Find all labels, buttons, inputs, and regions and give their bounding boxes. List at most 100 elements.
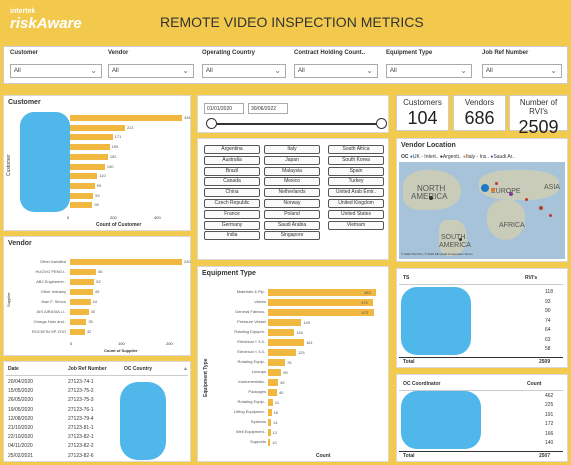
table-row-value[interactable]: 63	[545, 336, 551, 343]
contract-holding-dropdown[interactable]: All ⌄	[294, 64, 378, 78]
chart-bar[interactable]	[268, 419, 272, 426]
country-button[interactable]: India	[204, 231, 260, 241]
table-row-job-ref[interactable]: 27123-75-3	[68, 397, 94, 404]
country-button[interactable]: Saudi Arabia	[264, 220, 320, 230]
country-button[interactable]: Australia	[204, 155, 260, 165]
chart-bar[interactable]	[268, 399, 273, 406]
chart-bar[interactable]	[70, 192, 94, 199]
table-row-date[interactable]: 21/10/2020	[8, 425, 34, 431]
chart-bar[interactable]	[268, 359, 285, 366]
table-row-job-ref[interactable]: 27123-79-4	[68, 415, 94, 422]
map-bubble[interactable]	[549, 214, 552, 217]
equipment-type-dropdown[interactable]: All ⌄	[386, 64, 472, 78]
country-button[interactable]: Argentina	[204, 145, 260, 154]
country-button[interactable]: France	[204, 209, 260, 219]
operating-country-dropdown[interactable]: All ⌄	[202, 64, 286, 78]
table-row-job-ref[interactable]: 27123-76-1	[68, 406, 94, 413]
country-button[interactable]: United States	[328, 209, 384, 219]
table-row-date[interactable]: 19/05/2020	[8, 406, 34, 413]
table-row-value[interactable]: 74	[545, 317, 551, 324]
table-row-date[interactable]: 25/02/2021	[8, 452, 34, 459]
table-row-value[interactable]: 93	[545, 298, 551, 305]
chart-bar[interactable]	[70, 115, 183, 121]
country-button[interactable]: Malaysia	[264, 166, 320, 176]
chart-bar[interactable]	[268, 439, 271, 446]
customer-dropdown[interactable]: All ⌄	[10, 64, 102, 78]
map-bubble[interactable]	[509, 192, 513, 196]
map-bubble[interactable]	[525, 198, 528, 201]
map-bubble[interactable]	[481, 184, 489, 192]
country-button[interactable]: Germany	[204, 220, 260, 230]
table-row-job-ref[interactable]: 27123-82-2	[68, 443, 94, 450]
chart-bar[interactable]	[70, 182, 95, 189]
country-button[interactable]: South Africa	[328, 145, 384, 154]
chart-bar[interactable]	[70, 329, 85, 335]
chart-bar[interactable]	[70, 299, 91, 305]
table-row-value[interactable]: 191	[545, 411, 554, 418]
chart-bar[interactable]	[70, 259, 182, 265]
table-row-value[interactable]: 58	[545, 346, 551, 352]
country-button[interactable]: Canada	[204, 177, 260, 187]
table-row-job-ref[interactable]: 27123-81-1	[68, 425, 94, 431]
country-button[interactable]: Singapore	[264, 231, 320, 241]
chart-bar[interactable]	[70, 309, 89, 315]
chart-bar[interactable]	[70, 134, 113, 141]
chart-bar[interactable]	[268, 389, 277, 396]
country-button[interactable]: Czech Republic	[204, 199, 260, 208]
chart-bar[interactable]	[268, 409, 272, 416]
slider-end-handle[interactable]	[376, 118, 387, 129]
start-date-input[interactable]: 01/01/2020	[204, 103, 244, 114]
vendor-dropdown[interactable]: All ⌄	[108, 64, 194, 78]
chart-bar[interactable]	[70, 202, 93, 209]
table-row-value[interactable]: 462	[545, 393, 554, 399]
chart-bar[interactable]	[268, 429, 271, 436]
table-row-value[interactable]: 118	[545, 289, 553, 295]
chart-bar[interactable]	[70, 269, 97, 275]
country-button[interactable]: Vietnam	[328, 220, 384, 230]
chart-bar[interactable]	[268, 299, 374, 306]
table-row-value[interactable]: 90	[545, 308, 551, 314]
country-button[interactable]: Spain	[328, 166, 384, 176]
country-button[interactable]: Norway	[264, 199, 320, 208]
map-bubble[interactable]	[459, 238, 462, 241]
chart-bar[interactable]	[268, 289, 376, 296]
world-map[interactable]: NORTH AMERICA EUROPE ASIA AFRICA SOUTH A…	[399, 162, 565, 259]
chart-bar[interactable]	[268, 309, 374, 316]
chart-bar[interactable]	[70, 289, 93, 295]
table-row-date[interactable]: 26/05/2020	[8, 397, 34, 404]
table-row-value[interactable]: 166	[545, 430, 554, 437]
country-button[interactable]: China	[204, 188, 260, 198]
chart-bar[interactable]	[70, 319, 87, 325]
chart-bar[interactable]	[268, 319, 302, 326]
chart-bar[interactable]	[70, 279, 95, 285]
chart-bar[interactable]	[70, 144, 110, 151]
chart-bar[interactable]	[268, 379, 279, 386]
country-button[interactable]: Brazil	[204, 166, 260, 176]
slider-start-handle[interactable]	[206, 118, 217, 129]
country-button[interactable]: Japan	[264, 155, 320, 165]
chart-bar[interactable]	[70, 163, 105, 170]
job-ref-dropdown[interactable]: All ⌄	[482, 64, 562, 78]
table-row-job-ref[interactable]: 27123-82-6	[68, 452, 94, 459]
table-row-date[interactable]: 04/11/2020	[8, 443, 33, 450]
country-button[interactable]: Poland	[264, 209, 320, 219]
table-row-date[interactable]: 12/08/2020	[8, 415, 34, 422]
country-button[interactable]: Turkey	[328, 177, 384, 187]
table-row-value[interactable]: 225	[545, 402, 554, 409]
table-row-value[interactable]: 172	[545, 421, 554, 428]
chart-bar[interactable]	[268, 339, 304, 346]
end-date-input[interactable]: 30/06/2022	[248, 103, 288, 114]
country-button[interactable]: Italy	[264, 145, 320, 154]
scroll-up-icon[interactable]: ▴	[184, 366, 188, 372]
table-row-date[interactable]: 20/04/2020	[8, 379, 34, 385]
chart-bar[interactable]	[268, 369, 282, 376]
table-row-date[interactable]: 22/10/2020	[8, 434, 34, 441]
country-button[interactable]: Mexico	[264, 177, 320, 187]
chart-bar[interactable]	[70, 124, 125, 131]
map-bubble[interactable]	[491, 188, 495, 192]
country-button[interactable]: South Korea	[328, 155, 384, 165]
map-bubble[interactable]	[539, 206, 543, 210]
chart-bar[interactable]	[268, 349, 296, 356]
chart-bar[interactable]	[70, 153, 108, 160]
table-row-job-ref[interactable]: 27123-75-2	[68, 388, 94, 395]
